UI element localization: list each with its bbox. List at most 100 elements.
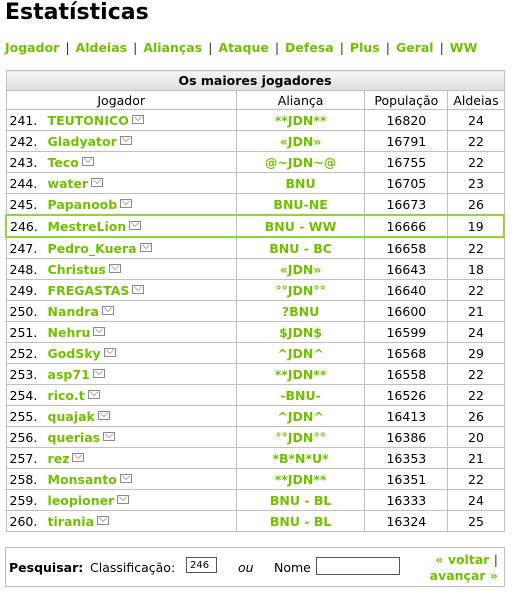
column-header-villages: Aldeias [447,90,505,110]
alliance-link[interactable]: ^JDN^ [277,345,324,361]
player-cell: Monsanto [47,468,237,490]
envelope-icon[interactable] [91,177,104,187]
villages-cell: 26 [447,193,505,216]
alliance-cell: BNU-NE [235,193,366,216]
table-row: 259. leopioner BNU - BL 16333 24 [5,489,505,511]
nav-aliancas[interactable]: Alianças [143,40,203,55]
player-link[interactable]: querias [47,429,101,445]
envelope-icon[interactable] [139,242,152,252]
nav-separator: | [208,40,213,55]
player-link[interactable]: Nehru [47,324,91,340]
alliance-link[interactable]: *B*N*U* [272,450,329,466]
alliance-link[interactable]: **JDN** [274,366,327,382]
villages-cell: 24 [447,321,505,343]
player-link[interactable]: MestreLion [47,218,127,234]
envelope-icon[interactable] [92,368,105,378]
alliance-link[interactable]: ?BNU [281,303,320,319]
envelope-icon[interactable] [131,114,144,124]
envelope-icon[interactable] [108,263,121,273]
villages-cell: 25 [447,510,505,532]
player-link[interactable]: Gladyator [47,133,117,149]
alliance-link[interactable]: BNU [285,175,316,191]
envelope-icon[interactable] [129,220,142,230]
envelope-icon[interactable] [119,473,132,483]
player-link[interactable]: TEUTONICO [47,112,129,128]
nav-geral[interactable]: Geral [395,40,434,55]
alliance-cell: *B*N*U* [235,447,366,469]
player-link[interactable]: asp71 [47,366,90,382]
player-cell: Nehru [47,321,237,343]
nav-aldeias[interactable]: Aldeias [75,40,128,55]
player-link[interactable]: leopioner [47,492,115,508]
alliance-link[interactable]: «JDN» [279,133,322,149]
alliance-link[interactable]: «JDN» [279,261,322,277]
player-link[interactable]: Teco [47,154,79,170]
name-input[interactable] [316,557,400,575]
envelope-icon[interactable] [87,389,100,399]
rank-input[interactable] [186,557,217,573]
nav-jogador[interactable]: Jogador [5,40,60,55]
player-link[interactable]: Papanoob [47,196,118,212]
alliance-link[interactable]: $JDN$ [279,324,323,340]
table-row: 242. Gladyator «JDN» 16791 22 [5,130,505,152]
alliance-link[interactable]: @~JDN~@ [264,154,337,170]
rank-cell: 248. [5,258,48,280]
envelope-icon[interactable] [132,284,145,294]
alliance-link[interactable]: BNU - BC [269,240,332,256]
column-header-alliance: Aliança [235,90,366,110]
alliance-cell: °°JDN°° [235,279,366,301]
envelope-icon[interactable] [81,156,94,166]
envelope-icon[interactable] [117,494,130,504]
villages-cell: 23 [447,172,505,194]
player-link[interactable]: Nandra [47,303,99,319]
alliance-link[interactable]: BNU - WW [264,218,337,234]
player-cell: GodSky [47,342,237,364]
player-link[interactable]: tirania [47,513,95,529]
alliance-link[interactable]: ^JDN^ [277,408,324,424]
population-cell: 16658 [364,236,449,259]
previous-page-link[interactable]: « voltar [435,552,490,567]
envelope-icon[interactable] [120,198,133,208]
envelope-icon[interactable] [103,431,116,441]
nav-ataque[interactable]: Ataque [218,40,269,55]
alliance-link[interactable]: °°JDN°° [275,429,326,445]
table-row: 244. water BNU 16705 23 [5,172,505,194]
alliance-link[interactable]: BNU-NE [273,196,328,212]
player-link[interactable]: FREGASTAS [47,282,130,298]
player-link[interactable]: water [47,175,89,191]
player-link[interactable]: Monsanto [47,471,117,487]
envelope-icon[interactable] [93,326,106,336]
envelope-icon[interactable] [72,452,85,462]
alliance-link[interactable]: °°JDN°° [275,282,326,298]
population-cell: 16526 [364,384,449,406]
envelope-icon[interactable] [101,305,114,315]
population-cell: 16351 [364,468,449,490]
alliance-link[interactable]: BNU - BL [269,492,332,508]
alliance-link[interactable]: **JDN** [274,112,327,128]
alliance-link[interactable]: -BNU- [280,387,321,403]
player-link[interactable]: Christus [47,261,106,277]
rank-cell: 249. [5,279,48,301]
envelope-icon[interactable] [119,135,132,145]
rank-cell: 251. [5,321,48,343]
envelope-icon[interactable] [97,410,110,420]
nav-plus[interactable]: Plus [349,40,380,55]
name-label: Nome [274,560,311,575]
alliance-link[interactable]: **JDN** [274,471,327,487]
nav-defesa[interactable]: Defesa [285,40,334,55]
villages-cell: 26 [447,405,505,427]
population-cell: 16755 [364,151,449,173]
player-link[interactable]: Pedro_Kuera [47,240,137,256]
envelope-icon[interactable] [103,347,116,357]
next-page-link[interactable]: avançar » [429,568,498,583]
envelope-icon[interactable] [97,515,110,525]
player-link[interactable]: GodSky [47,345,101,361]
nav-ww[interactable]: WW [449,40,478,55]
population-cell: 16820 [364,109,449,131]
player-link[interactable]: quajak [47,408,95,424]
player-link[interactable]: rico.t [47,387,85,403]
alliance-link[interactable]: BNU - BL [269,513,332,529]
rank-cell: 252. [5,342,48,364]
rank-cell: 259. [5,489,48,511]
player-link[interactable]: rez [47,450,70,466]
